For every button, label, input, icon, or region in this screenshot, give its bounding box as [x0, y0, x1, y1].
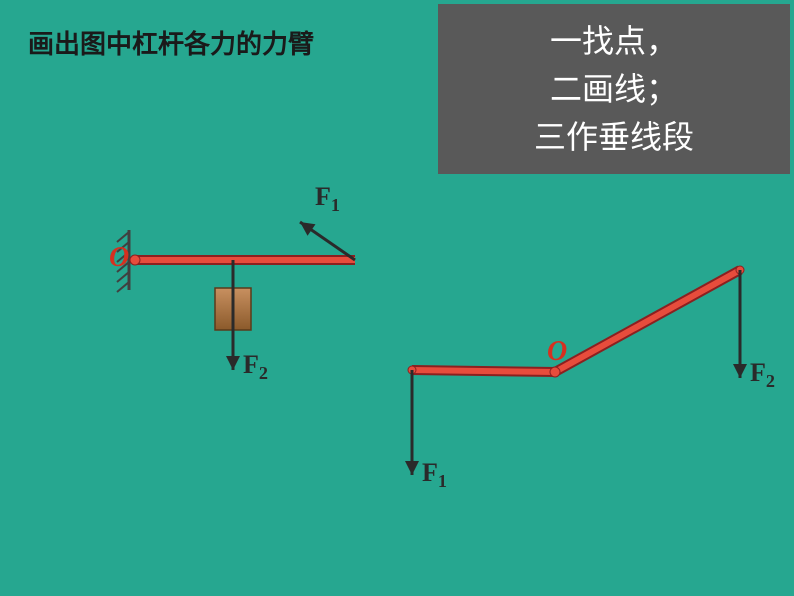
slide-title: 画出图中杠杆各力的力臂 — [28, 24, 314, 61]
arrow-head — [405, 461, 419, 475]
lever-segment-0 — [412, 370, 555, 372]
pivot-label: O — [547, 336, 567, 368]
force-label-F2: F2 — [243, 350, 268, 384]
force-label-F1: F1 — [315, 182, 340, 216]
pivot-label: O — [109, 242, 129, 274]
force-label-F1: F1 — [422, 458, 447, 492]
wall-hatch — [117, 282, 129, 292]
instruction-line-1: 一找点， — [550, 17, 678, 65]
lever-diagram-1: OF1F2 — [115, 210, 395, 410]
pivot-point — [130, 255, 140, 265]
instruction-line-3: 三作垂线段 — [534, 113, 694, 161]
pivot-point — [550, 367, 560, 377]
instruction-box: 一找点， 二画线； 三作垂线段 — [438, 4, 790, 174]
force-label-F2: F2 — [750, 358, 775, 392]
arrow-head — [226, 356, 240, 370]
arrow-head — [300, 222, 315, 236]
lever-diagram-2: OF1F2 — [370, 250, 770, 510]
lever-segment-1 — [555, 270, 740, 372]
wall-hatch — [117, 232, 129, 242]
instruction-line-2: 二画线； — [550, 65, 678, 113]
slide: 画出图中杠杆各力的力臂 一找点， 二画线； 三作垂线段 OF1F2 OF1F2 — [0, 0, 794, 596]
arrow-head — [733, 364, 747, 378]
